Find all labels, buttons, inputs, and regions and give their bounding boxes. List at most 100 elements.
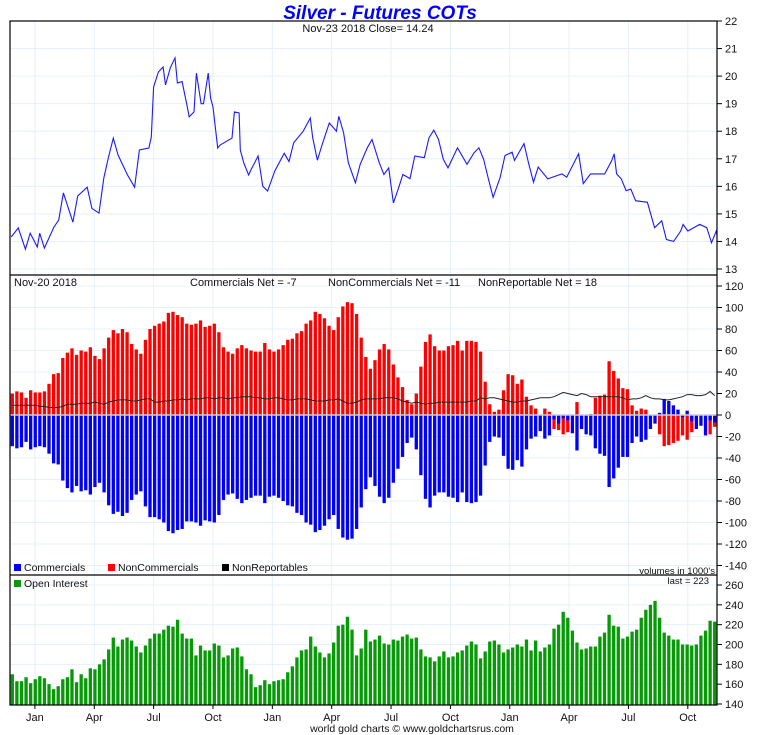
commercials-bar [414, 415, 418, 450]
commercials-bar [249, 415, 253, 498]
commercials-bar [699, 415, 703, 426]
open-interest-bar [350, 629, 354, 706]
noncommercials-bar [612, 370, 616, 415]
y-tick-label: 18 [725, 126, 737, 138]
commercials-bar [547, 415, 552, 436]
noncommercials-bar [253, 351, 258, 415]
noncommercials-bar [465, 340, 469, 415]
open-interest-bar [488, 641, 492, 705]
open-interest-bar [139, 652, 143, 705]
noncommercials-bar [235, 348, 239, 415]
open-interest-bar [529, 650, 533, 705]
y-tick-label: 14 [725, 236, 737, 248]
open-interest-bar [387, 644, 391, 705]
commercials-bar [465, 415, 469, 503]
open-interest-bar [212, 643, 216, 705]
noncommercials-bar [451, 345, 455, 416]
y-tick-label: 140 [725, 699, 743, 711]
noncommercials-bar [657, 415, 662, 435]
y-tick-label: 20 [725, 389, 737, 401]
price-panel [10, 55, 718, 252]
x-tick-label: Apr [86, 712, 103, 724]
open-interest-bar [446, 657, 451, 705]
open-interest-bar [423, 656, 428, 705]
noncommercials-bar [157, 323, 161, 416]
commercials-bar [410, 415, 414, 438]
y-tick-label: 40 [725, 367, 737, 379]
open-interest-bar [524, 639, 529, 705]
commercials-bar [38, 415, 42, 447]
commercials-bar [354, 415, 359, 529]
open-interest-bar [579, 649, 584, 705]
y-tick-label: 16 [725, 181, 737, 193]
open-interest-panel [10, 600, 717, 706]
commercials-bar [322, 415, 327, 526]
commercials-bar [488, 415, 492, 442]
commercials-bar [97, 415, 102, 483]
nonreportable-net: NonReportable Net = 18 [478, 277, 597, 289]
noncommercials-bar [520, 379, 524, 415]
x-tick-label: Oct [679, 712, 696, 724]
commercials-bar [529, 415, 533, 439]
axes: 22212019181716151413120100806040200-20-4… [34, 16, 747, 711]
noncommercials-bar [263, 342, 267, 415]
commercials-bar [690, 415, 694, 422]
noncommercials-bar [602, 394, 607, 415]
commercials-bar [299, 415, 304, 515]
open-interest-bar [84, 678, 88, 705]
commercials-bar [460, 415, 464, 493]
open-interest-bar [180, 633, 184, 705]
open-interest-bar [410, 638, 414, 705]
noncommercials-bar [639, 408, 643, 415]
noncommercials-bar [198, 320, 203, 415]
commercials-bar [373, 415, 377, 486]
noncommercials-bar [97, 359, 102, 415]
commercials-bar [171, 415, 175, 534]
open-interest-bar [125, 637, 129, 705]
y-tick-label: 80 [725, 324, 737, 336]
open-interest-bar [276, 680, 281, 705]
y-tick-label: -20 [725, 432, 741, 444]
commercials-bar [198, 415, 203, 526]
commercials-bar [428, 415, 432, 508]
noncommercials-bar [552, 415, 556, 429]
noncommercials-bar [143, 339, 148, 415]
noncommercials-bar [345, 302, 350, 416]
noncommercials-bar [488, 404, 492, 415]
open-interest-bar [699, 635, 703, 705]
open-interest-bar [56, 686, 60, 705]
open-interest-bar [396, 640, 400, 705]
y-tick-label: -120 [725, 539, 747, 551]
open-interest-bar [221, 657, 226, 705]
commercials-bar [175, 415, 180, 531]
open-interest-bar [116, 646, 120, 705]
commercials-bar [442, 415, 446, 493]
noncommercials-bar [111, 330, 115, 415]
open-interest-bar [478, 658, 483, 705]
commercials-bar [635, 415, 639, 437]
y-tick-label: 17 [725, 154, 737, 166]
y-tick-label: 22 [725, 16, 737, 28]
noncommercials-bar [38, 392, 42, 415]
open-interest-bar [703, 630, 708, 705]
commercials-bar [680, 415, 685, 418]
commercials-bar [667, 401, 671, 415]
noncommercials-bar [469, 340, 474, 415]
commercials-bar [556, 415, 561, 424]
y-tick-label: 60 [725, 346, 737, 358]
commercials-bar [345, 415, 350, 540]
open-interest-bar [474, 644, 478, 705]
x-tick-label: Jan [501, 712, 519, 724]
open-interest-bar [414, 637, 418, 705]
commercials-bar [621, 415, 625, 457]
open-interest-bar [575, 642, 579, 705]
commercials-bar [47, 415, 51, 454]
open-interest-bar [566, 617, 570, 705]
noncommercials-bar [134, 349, 138, 415]
commercials-bar [24, 415, 28, 442]
commercials-bar [400, 415, 405, 457]
commercials-bar [111, 415, 115, 514]
noncommercials-bar [212, 323, 216, 416]
open-interest-bar [33, 679, 37, 705]
open-interest-bar [249, 674, 253, 705]
